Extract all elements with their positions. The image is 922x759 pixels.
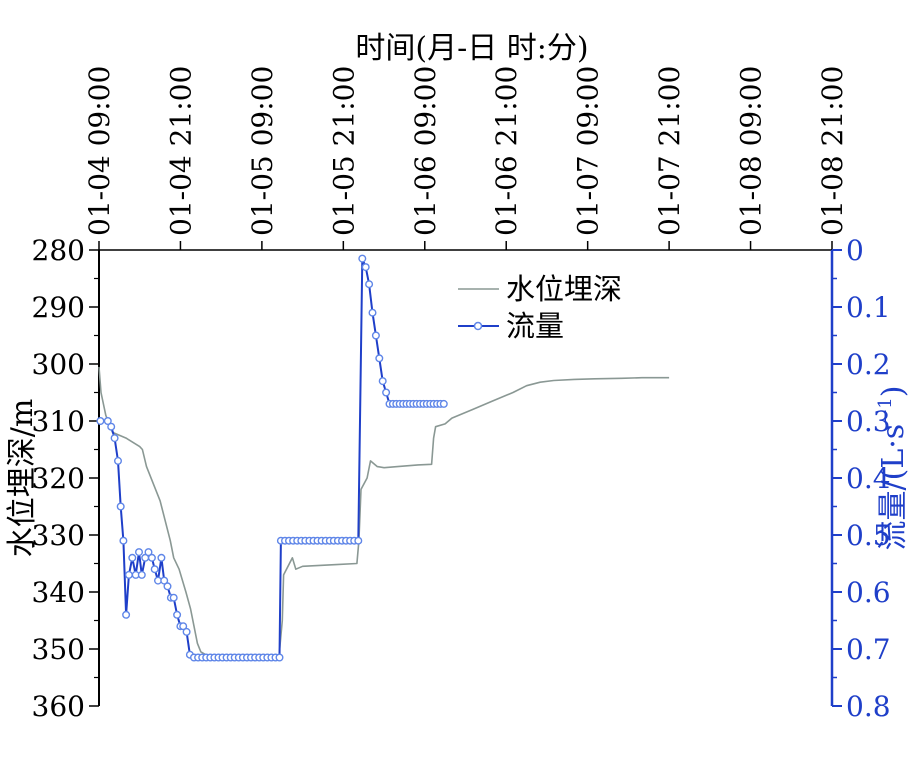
x-tick-label: 01-08 21:00 <box>816 66 849 236</box>
flow-point <box>128 553 137 562</box>
flow-point <box>113 456 122 465</box>
x-tick-label: 01-06 09:00 <box>409 66 442 236</box>
right-axis-title-sup: −1 <box>875 397 896 424</box>
left-tick-label: 330 <box>32 519 85 552</box>
right-tick-label: 0.4 <box>846 462 891 495</box>
flow-point <box>368 308 377 317</box>
series-layer <box>96 254 670 662</box>
x-tick-label: 01-07 09:00 <box>572 66 605 236</box>
left-tick-label: 290 <box>32 291 85 324</box>
flow-point <box>124 570 133 579</box>
right-tick-label: 0.6 <box>846 576 891 609</box>
flow-point <box>361 263 370 272</box>
x-tick-label: 01-07 21:00 <box>653 66 686 236</box>
flow-point <box>147 553 156 562</box>
x-tick-label: 01-05 21:00 <box>327 66 360 236</box>
left-tick-label: 340 <box>32 576 85 609</box>
flow-point <box>134 548 143 557</box>
right-tick-label: 0.5 <box>846 519 891 552</box>
legend-label-flow: 流量 <box>506 309 564 343</box>
right-axis-ticks: 0 0.1 0.2 0.3 0.4 0.5 0.6 0.7 0.8 <box>832 234 891 723</box>
flow-point <box>163 582 172 591</box>
left-tick-label: 320 <box>32 462 85 495</box>
plot-frame <box>99 250 832 706</box>
flow-point <box>371 331 380 340</box>
right-tick-label: 0.3 <box>846 405 891 438</box>
x-axis-ticks: 01-04 09:00 01-04 21:00 01-05 09:00 01-05 2… <box>83 66 849 250</box>
flow-point <box>275 653 284 662</box>
series-line-flow <box>100 257 444 659</box>
right-tick-label: 0.8 <box>846 690 891 723</box>
legend: 水位埋深 流量 <box>458 272 622 343</box>
x-tick-label: 01-04 09:00 <box>83 66 116 236</box>
flow-point <box>103 417 112 426</box>
x-tick-label: 01-05 09:00 <box>246 66 279 236</box>
flow-point <box>182 627 191 636</box>
flow-point <box>354 536 363 545</box>
right-axis-title-tail: ) <box>876 386 911 398</box>
x-tick-label: 01-04 21:00 <box>164 66 197 236</box>
left-axis-title: 水位埋深/m <box>5 399 40 558</box>
flow-point <box>378 377 387 386</box>
flow-point <box>157 553 166 562</box>
left-tick-label: 280 <box>32 234 85 267</box>
flow-point <box>107 422 116 431</box>
flow-point <box>119 536 128 545</box>
left-tick-label: 360 <box>32 690 85 723</box>
flow-point <box>150 565 159 574</box>
flow-point <box>160 576 169 585</box>
left-tick-label: 300 <box>32 348 85 381</box>
flow-point <box>169 593 178 602</box>
legend-swatch-flow-marker <box>473 321 483 331</box>
flow-point <box>116 502 125 511</box>
flow-point <box>137 570 146 579</box>
flow-point <box>179 622 188 631</box>
right-tick-label: 0.2 <box>846 348 891 381</box>
right-axis-title: 流量/(L·s−1) <box>875 386 911 551</box>
flow-point <box>144 548 153 557</box>
flow-point <box>173 610 182 619</box>
right-tick-label: 0.1 <box>846 291 891 324</box>
x-tick-label: 01-08 09:00 <box>735 66 768 236</box>
right-tick-label: 0 <box>846 234 864 267</box>
x-tick-label: 01-06 21:00 <box>490 66 523 236</box>
flow-point <box>382 388 391 397</box>
x-axis-title: 时间(月-日 时:分) <box>355 31 588 66</box>
left-tick-label: 350 <box>32 633 85 666</box>
flow-point <box>375 354 384 363</box>
flow-point <box>439 399 448 408</box>
right-tick-label: 0.7 <box>846 633 891 666</box>
flow-point <box>122 610 131 619</box>
series-line-water-depth <box>98 366 670 659</box>
flow-point <box>358 254 367 263</box>
flow-point <box>96 417 105 426</box>
flow-point <box>365 280 374 289</box>
left-tick-label: 310 <box>32 405 85 438</box>
left-axis-ticks: 280 290 300 310 320 330 340 350 360 <box>32 234 99 723</box>
flow-point <box>110 434 119 443</box>
legend-label-depth: 水位埋深 <box>506 272 622 306</box>
right-axis-title-main: 流量/(L·s <box>876 424 911 551</box>
